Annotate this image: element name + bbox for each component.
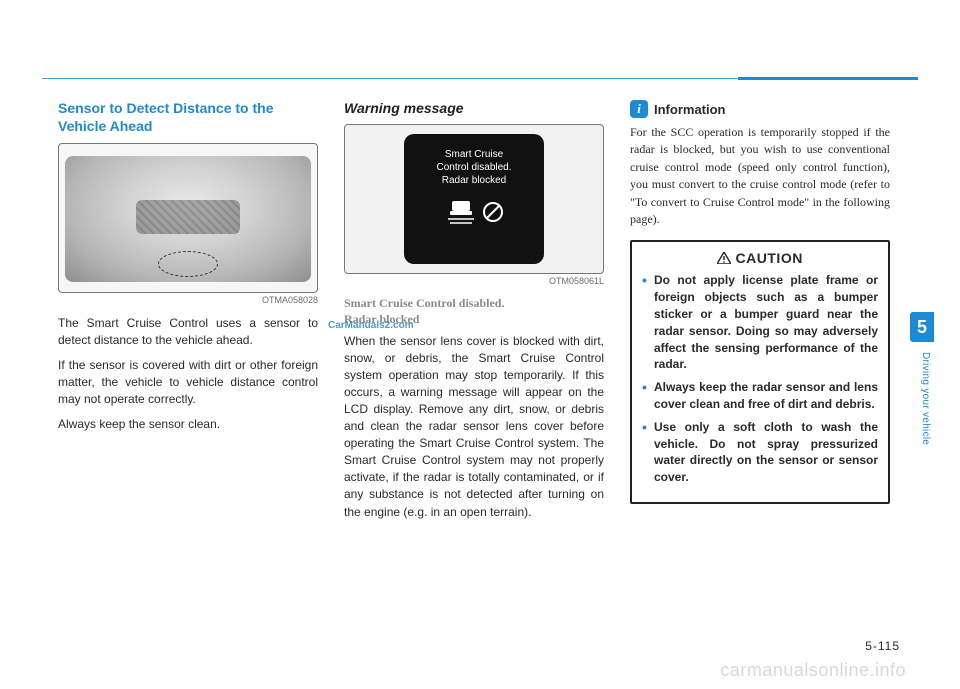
warning-icon	[717, 252, 731, 264]
vehicle-grille	[136, 200, 239, 234]
lcd-figure: Smart Cruise Control disabled. Radar blo…	[344, 124, 604, 274]
caution-item: Use only a soft cloth to wash the vehicl…	[642, 419, 878, 486]
chapter-label: Driving your vehicle	[915, 352, 931, 532]
columns: Sensor to Detect Distance to the Vehicle…	[58, 100, 918, 529]
inline-watermark: CarManuals2.com	[328, 320, 414, 331]
caution-title: CAUTION	[642, 250, 878, 266]
lcd-line2: Control disabled.	[414, 161, 534, 174]
prohibit-icon	[482, 201, 504, 223]
info-title: Information	[654, 102, 726, 117]
car-ahead-icon	[444, 197, 478, 227]
footer-watermark: carmanualsonline.info	[720, 660, 906, 681]
info-body: For the SCC operation is temporarily sto…	[630, 124, 890, 228]
manual-page: 5 Driving your vehicle Sensor to Detect …	[0, 0, 960, 689]
vehicle-front-figure	[58, 143, 318, 293]
sensor-highlight	[158, 251, 218, 277]
chapter-tab: 5	[910, 312, 934, 342]
caution-item: Do not apply license plate frame or fore…	[642, 272, 878, 373]
caution-box: CAUTION Do not apply license plate frame…	[630, 240, 890, 504]
column-1: Sensor to Detect Distance to the Vehicle…	[58, 100, 318, 529]
caution-title-text: CAUTION	[736, 250, 803, 266]
fig2-label: OTM058061L	[344, 276, 604, 286]
page-number: 5-115	[865, 639, 900, 653]
column-2: Warning message Smart Cruise Control dis…	[344, 100, 604, 529]
col1-p1: The Smart Cruise Control uses a sensor t…	[58, 315, 318, 349]
header-rule	[42, 78, 918, 79]
lcd-screen: Smart Cruise Control disabled. Radar blo…	[404, 134, 544, 264]
col2-sub-l1: Smart Cruise Control disabled.	[344, 296, 504, 310]
col1-heading: Sensor to Detect Distance to the Vehicle…	[58, 100, 318, 135]
caution-item: Always keep the radar sensor and lens co…	[642, 379, 878, 413]
lcd-icon-row	[414, 197, 534, 227]
info-header: i Information	[630, 100, 890, 118]
column-3: i Information For the SCC operation is t…	[630, 100, 890, 529]
col1-p3: Always keep the sensor clean.	[58, 416, 318, 433]
fig1-label: OTMA058028	[58, 295, 318, 305]
col2-p1: When the sensor lens cover is blocked wi…	[344, 333, 604, 520]
caution-list: Do not apply license plate frame or fore…	[642, 272, 878, 486]
lcd-line1: Smart Cruise	[414, 148, 534, 161]
info-icon: i	[630, 100, 648, 118]
lcd-line3: Radar blocked	[414, 174, 534, 187]
col1-p2: If the sensor is covered with dirt or ot…	[58, 357, 318, 408]
col2-heading: Warning message	[344, 100, 604, 116]
